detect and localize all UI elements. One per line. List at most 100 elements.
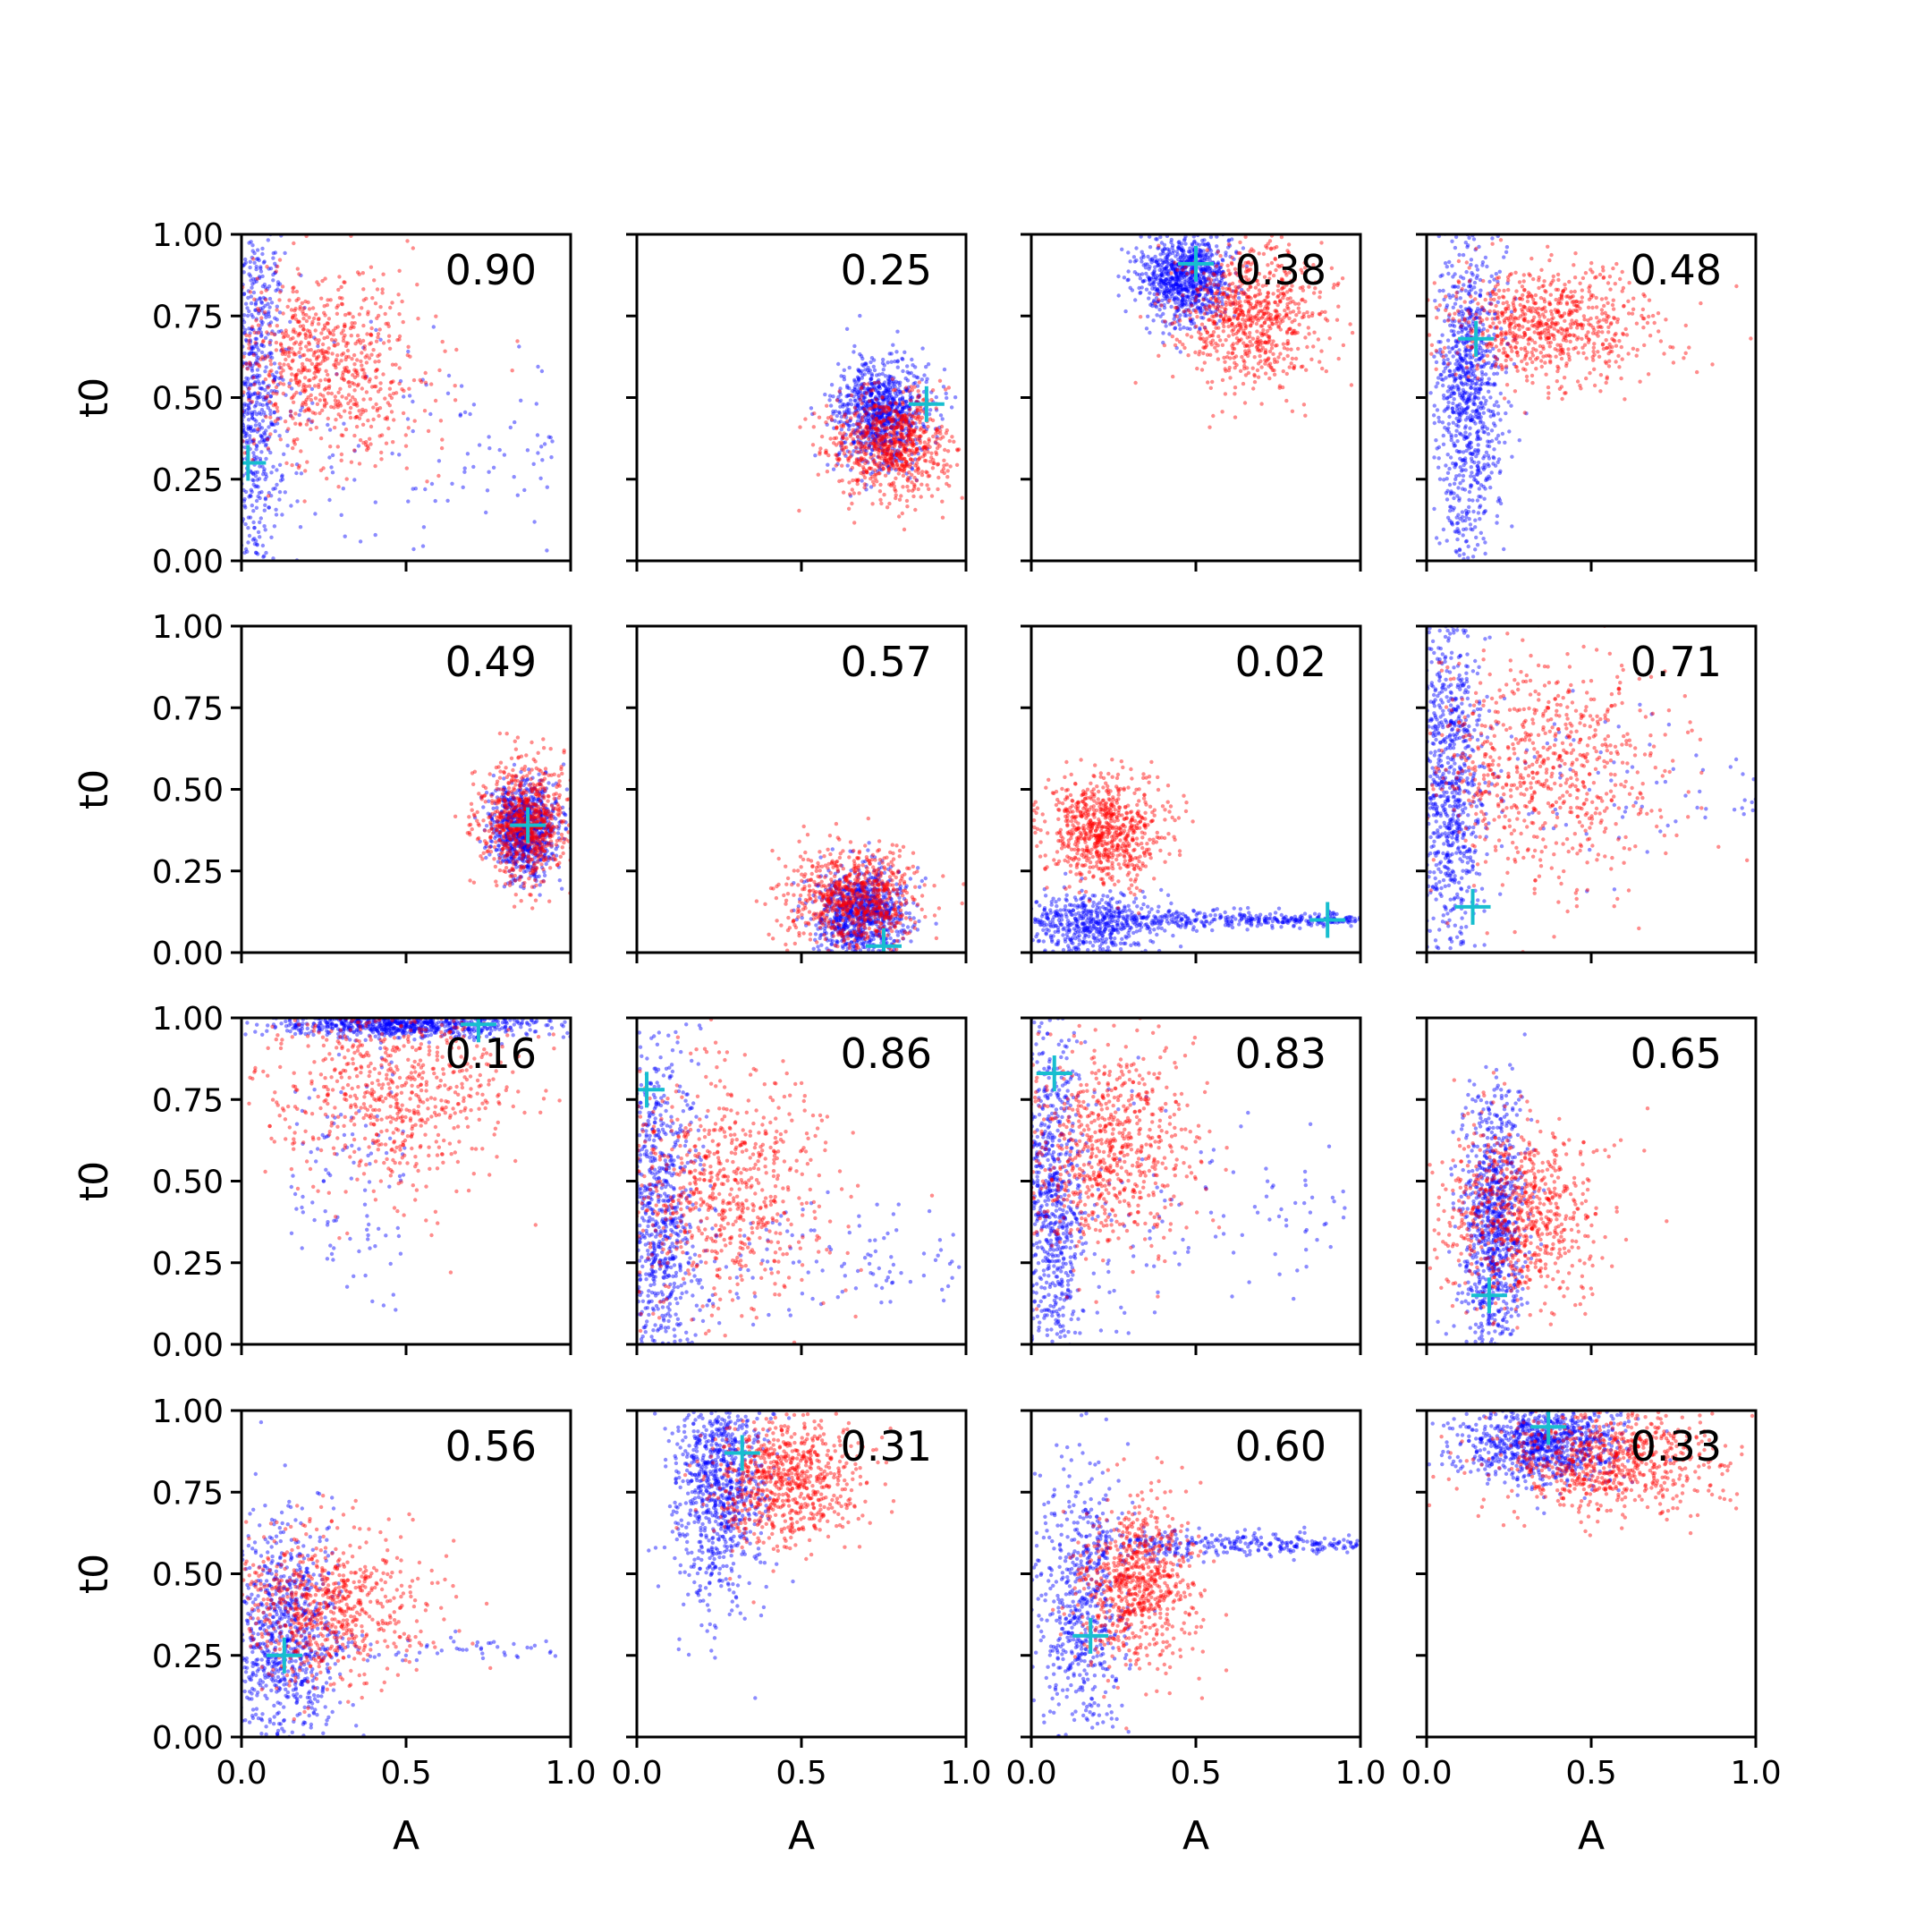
point bbox=[324, 386, 328, 391]
point bbox=[1202, 258, 1207, 263]
point bbox=[1184, 215, 1188, 218]
point bbox=[1221, 329, 1226, 334]
point bbox=[236, 489, 240, 493]
point bbox=[1176, 229, 1180, 233]
point bbox=[911, 420, 915, 426]
point bbox=[869, 392, 873, 397]
point bbox=[867, 445, 871, 450]
point bbox=[1171, 286, 1176, 291]
point bbox=[837, 411, 843, 416]
point bbox=[379, 457, 384, 462]
point bbox=[909, 439, 913, 445]
point bbox=[367, 379, 371, 384]
point bbox=[896, 440, 902, 445]
point bbox=[1162, 267, 1167, 271]
point bbox=[920, 421, 926, 427]
point bbox=[1169, 275, 1174, 280]
point bbox=[884, 419, 889, 423]
point bbox=[869, 424, 873, 428]
point bbox=[1208, 334, 1212, 338]
point bbox=[297, 350, 301, 355]
point bbox=[391, 391, 396, 396]
point bbox=[230, 466, 233, 470]
point bbox=[268, 359, 273, 363]
point bbox=[293, 373, 298, 378]
point bbox=[1160, 262, 1165, 267]
point bbox=[534, 402, 538, 406]
point bbox=[1340, 276, 1345, 281]
point bbox=[1234, 336, 1240, 341]
point bbox=[1188, 211, 1191, 215]
point bbox=[354, 414, 359, 419]
point bbox=[237, 356, 241, 360]
point bbox=[901, 473, 906, 478]
point bbox=[882, 432, 887, 436]
point bbox=[1201, 267, 1206, 271]
point bbox=[871, 405, 877, 410]
point bbox=[298, 331, 302, 336]
point bbox=[929, 451, 934, 455]
point bbox=[368, 342, 372, 346]
point bbox=[906, 475, 911, 480]
point bbox=[922, 453, 928, 457]
point bbox=[389, 410, 394, 414]
point bbox=[857, 450, 862, 454]
point bbox=[1189, 249, 1193, 254]
point bbox=[230, 359, 233, 362]
point bbox=[877, 392, 881, 396]
point bbox=[918, 428, 923, 432]
point bbox=[1213, 273, 1217, 277]
point bbox=[874, 411, 879, 416]
point bbox=[1182, 345, 1187, 351]
point bbox=[250, 243, 255, 248]
point bbox=[412, 419, 417, 423]
point bbox=[891, 401, 895, 405]
point bbox=[284, 347, 288, 352]
point bbox=[297, 379, 302, 385]
point bbox=[870, 408, 876, 412]
point bbox=[1266, 305, 1270, 310]
point bbox=[264, 471, 268, 477]
point bbox=[352, 382, 357, 386]
point bbox=[889, 452, 894, 456]
point bbox=[837, 457, 842, 462]
point bbox=[1180, 245, 1184, 250]
point bbox=[886, 470, 891, 475]
point bbox=[880, 424, 885, 428]
point bbox=[256, 427, 260, 432]
point bbox=[902, 464, 907, 469]
point bbox=[1170, 293, 1174, 299]
point bbox=[317, 283, 321, 287]
point bbox=[1150, 257, 1155, 261]
point bbox=[1189, 216, 1192, 220]
point bbox=[1212, 319, 1217, 324]
point bbox=[904, 420, 909, 425]
point bbox=[915, 408, 919, 412]
point bbox=[322, 323, 327, 327]
point bbox=[1193, 350, 1198, 355]
point bbox=[360, 386, 364, 391]
point bbox=[247, 352, 251, 356]
point bbox=[1164, 255, 1168, 260]
point bbox=[235, 487, 239, 490]
point bbox=[897, 383, 902, 388]
point bbox=[253, 301, 258, 306]
point bbox=[355, 373, 360, 378]
point bbox=[246, 403, 251, 408]
point bbox=[373, 594, 377, 597]
point bbox=[477, 443, 482, 447]
point bbox=[334, 365, 338, 370]
point bbox=[909, 428, 914, 432]
point bbox=[1262, 299, 1267, 303]
point bbox=[1128, 259, 1132, 264]
point bbox=[386, 334, 392, 338]
point bbox=[275, 280, 281, 284]
point bbox=[877, 386, 883, 391]
point bbox=[839, 444, 843, 448]
point bbox=[246, 295, 250, 301]
point bbox=[253, 230, 257, 233]
point bbox=[853, 387, 858, 393]
point bbox=[350, 321, 354, 326]
point bbox=[1166, 290, 1171, 294]
point bbox=[411, 399, 415, 404]
